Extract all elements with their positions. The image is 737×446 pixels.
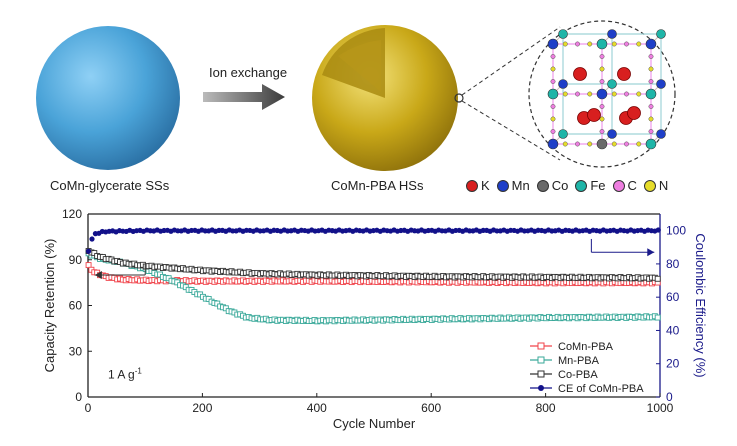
right-arrow-head-icon	[647, 248, 655, 257]
data-point	[654, 314, 661, 321]
data-point	[89, 236, 95, 242]
data-point	[654, 275, 661, 282]
element-legend: K Mn Co Fe C N	[466, 178, 668, 193]
atom-n-icon	[643, 179, 656, 192]
y-tick-label: 30	[69, 344, 83, 358]
x-tick-label: 800	[536, 401, 556, 415]
data-point	[85, 248, 92, 254]
series-mn-pba	[85, 250, 661, 325]
glycerate-label: CoMn-glycerate SSs	[50, 178, 170, 193]
legend-marker-icon	[537, 370, 545, 378]
legend-label: Mn-PBA	[558, 355, 600, 367]
element-legend-item-mn: Mn	[496, 178, 530, 193]
series-comn-pba	[85, 262, 661, 287]
y-axis-title: Capacity Retention (%)	[42, 239, 57, 373]
series-ce-of-comn-pba	[85, 227, 661, 254]
y2-tick-label: 60	[666, 290, 680, 304]
y-tick-label: 0	[75, 390, 82, 404]
y-tick-label: 120	[62, 207, 82, 221]
cycling-chart: 0 200 400 600 800 10000306090120020406080100C…	[42, 207, 708, 431]
x-tick-label: 0	[85, 401, 92, 415]
x-tick-label: 200	[192, 401, 212, 415]
y-tick-label: 60	[69, 299, 83, 313]
current-density-label: 1 A g-1	[108, 367, 142, 382]
synthesis-scheme	[36, 20, 676, 171]
atom-k-icon	[466, 179, 478, 192]
x-tick-label: 400	[307, 401, 327, 415]
chart-legend: CoMn-PBA Mn-PBA Co-PBA CE of CoMn-PBA	[530, 341, 644, 395]
y2-tick-label: 100	[666, 224, 686, 238]
element-legend-item-fe: Fe	[575, 178, 606, 193]
current-density-unit-exponent: -1	[135, 367, 143, 376]
ion-exchange-label: Ion exchange	[209, 65, 288, 80]
y2-tick-label: 20	[666, 357, 680, 371]
element-legend-item-n: N	[643, 178, 668, 193]
series-co-pba	[85, 248, 661, 282]
ion-exchange-arrow	[203, 84, 285, 110]
legend-label: Co-PBA	[558, 369, 598, 381]
element-legend-item-k: K	[466, 178, 490, 193]
y2-tick-label: 80	[666, 257, 680, 271]
y2-tick-label: 0	[666, 390, 673, 404]
atom-fe-icon	[575, 179, 588, 192]
y2-axis-title: Coulombic Efficiency (%)	[693, 233, 708, 377]
crystal-lattice	[547, 29, 666, 150]
atom-co-icon	[536, 179, 549, 192]
element-legend-item-c: C	[612, 178, 637, 193]
data-point	[655, 227, 661, 233]
x-tick-label: 1000	[647, 401, 674, 415]
x-tick-label: 600	[421, 401, 441, 415]
atom-c-icon	[612, 179, 625, 192]
left-arrow-head-icon	[94, 271, 102, 279]
legend-label: CoMn-PBA	[558, 341, 614, 353]
atom-mn-icon	[496, 179, 509, 192]
x-axis-title: Cycle Number	[333, 416, 416, 431]
legend-marker-icon	[537, 342, 545, 350]
element-legend-item-co: Co	[536, 178, 568, 193]
y-tick-label: 90	[69, 253, 83, 267]
legend-label: CE of CoMn-PBA	[558, 383, 644, 395]
pba-label: CoMn-PBA HSs	[331, 178, 424, 193]
legend-marker-icon	[538, 385, 544, 391]
legend-marker-icon	[537, 356, 545, 364]
y2-tick-label: 40	[666, 323, 680, 337]
glycerate-sphere	[36, 26, 180, 170]
